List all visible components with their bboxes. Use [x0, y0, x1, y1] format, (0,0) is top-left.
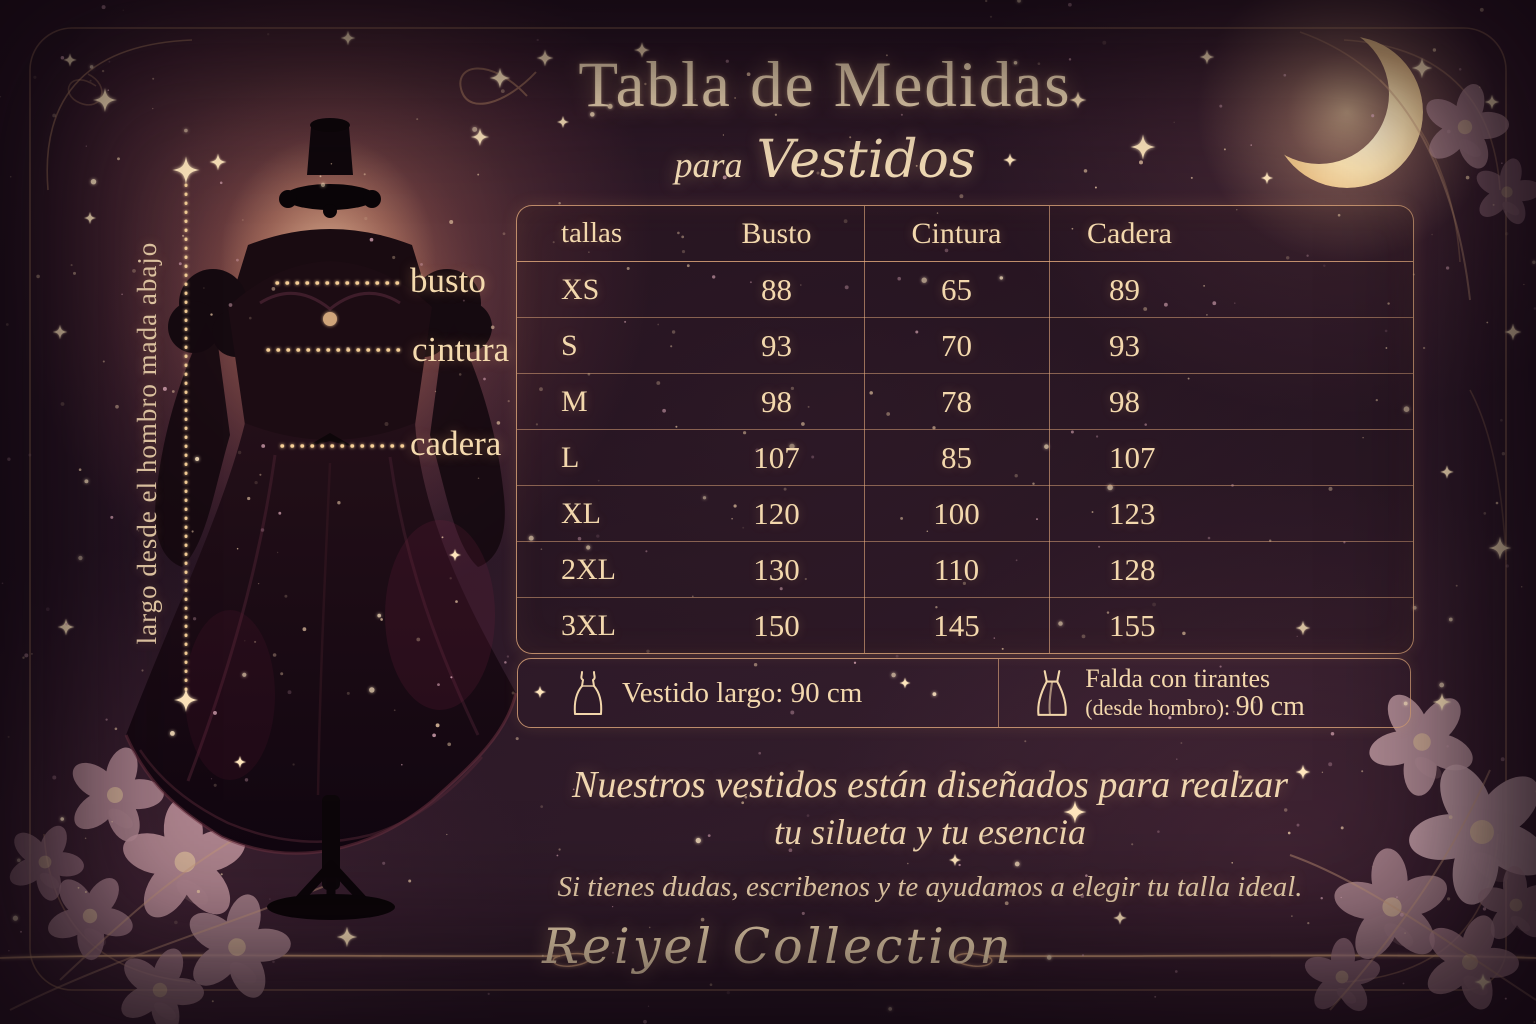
cadera-cell: 89	[1109, 271, 1140, 307]
long-dress-icon	[573, 671, 603, 715]
cadera-cell: 128	[1109, 551, 1156, 587]
cadera-cell: 123	[1109, 495, 1156, 531]
table-row: S 93 70 93	[517, 318, 1413, 374]
skirt-length-text: Falda con tirantes (desde hombro): 90 cm	[1085, 663, 1305, 722]
size-cell: S	[561, 328, 578, 362]
cadera-cell: 107	[1109, 439, 1156, 475]
table-row: XL 120 100 123	[517, 486, 1413, 542]
table-row: M 98 78 98	[517, 374, 1413, 430]
four-point-star-icon	[340, 30, 356, 46]
four-point-star-icon	[52, 324, 68, 340]
four-point-star-icon	[1440, 465, 1454, 479]
tagline-paragraph: Nuestros vestidos están diseñados para r…	[430, 763, 1430, 904]
size-cell: XL	[561, 496, 601, 530]
cadera-cell: 93	[1109, 327, 1140, 363]
busto-cell: 120	[753, 495, 800, 531]
dress-length-text: Vestido largo: 90 cm	[622, 676, 863, 709]
column-header-cadera: Cadera	[1087, 216, 1172, 250]
size-cell: M	[561, 384, 588, 418]
table-column-divider	[864, 206, 866, 653]
column-header-busto: Busto	[741, 216, 812, 250]
shoulder-length-label: largo desde el hombro mada abajo	[132, 241, 162, 645]
size-cell: 3XL	[561, 608, 616, 642]
size-cell: 2XL	[561, 552, 616, 586]
table-column-divider	[1049, 206, 1051, 653]
cintura-cell: 110	[933, 551, 980, 587]
table-row: 3XL 150 145 155	[517, 598, 1413, 653]
cintura-cell: 145	[933, 607, 980, 643]
four-point-star-icon	[57, 618, 75, 636]
busto-cell: 98	[761, 383, 792, 419]
cadera-cell: 155	[1109, 607, 1156, 643]
busto-cell: 93	[761, 327, 792, 363]
subtitle-word: Vestidos	[756, 130, 976, 190]
page-subtitle: para Vestidos	[0, 130, 1536, 190]
dress-mannequin-illustration	[107, 62, 543, 920]
bust-measure-label: busto	[410, 261, 486, 300]
waist-measure-label: cintura	[412, 330, 510, 369]
subtitle-prefix: para	[674, 145, 743, 185]
size-table: tallas Busto Cintura Cadera XS 88 65 89 …	[516, 205, 1414, 654]
table-row: L 107 85 107	[517, 430, 1413, 486]
length-notes-box: Vestido largo: 90 cm Falda con tirantes …	[517, 658, 1411, 728]
tagline-line-1: Nuestros vestidos están diseñados para r…	[571, 764, 1289, 806]
column-header-cintura: Cintura	[911, 216, 1002, 250]
cintura-cell: 65	[941, 271, 972, 307]
tagline-line-2: tu silueta y tu esencia	[774, 812, 1086, 852]
four-point-star-icon	[1504, 323, 1522, 341]
cadera-cell: 98	[1109, 383, 1140, 419]
tagline-line-3: Si tienes dudas, escribenos y te ayudamo…	[557, 871, 1303, 903]
busto-cell: 107	[753, 439, 800, 475]
measurement-guide-lines	[184, 174, 408, 699]
column-header-tallas: tallas	[561, 217, 623, 249]
note-divider	[998, 659, 1000, 727]
skirt-length-note: Falda con tirantes (desde hombro): 90 cm	[999, 659, 1410, 727]
cintura-cell: 78	[941, 383, 972, 419]
cintura-cell: 85	[941, 439, 972, 475]
flower-ornaments	[0, 73, 1536, 1024]
busto-cell: 88	[761, 271, 792, 307]
cintura-cell: 70	[941, 327, 972, 363]
page-title: Tabla de Medidas	[578, 49, 1072, 121]
size-cell: L	[561, 440, 580, 474]
table-row: XS 88 65 89	[517, 262, 1413, 318]
cintura-cell: 100	[933, 495, 980, 531]
strap-skirt-icon	[1037, 670, 1068, 716]
busto-cell: 130	[753, 551, 800, 587]
table-row: 2XL 130 110 128	[517, 542, 1413, 598]
dress-length-note: Vestido largo: 90 cm	[518, 659, 998, 727]
size-cell: XS	[561, 272, 600, 306]
table-header-row: tallas Busto Cintura Cadera	[517, 206, 1413, 262]
four-point-star-icon	[84, 212, 96, 224]
four-point-star-icon	[1488, 536, 1512, 560]
hip-measure-label: cadera	[410, 424, 502, 463]
busto-cell: 150	[753, 607, 800, 643]
brand-name: Reiyel Collection	[542, 918, 1014, 975]
